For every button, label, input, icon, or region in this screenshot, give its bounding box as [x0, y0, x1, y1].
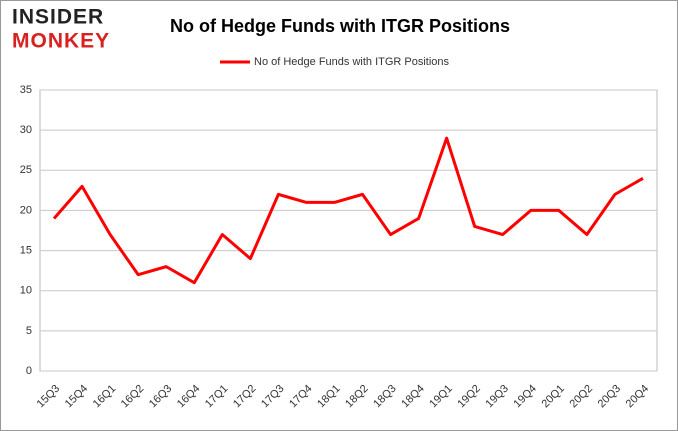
y-tick-label: 0	[26, 365, 32, 377]
line	[52, 136, 644, 285]
chart-title: No of Hedge Funds with ITGR Positions	[170, 16, 510, 36]
y-tick-label: 25	[20, 164, 32, 176]
logo-top: INSIDER	[12, 6, 104, 29]
y-tick-label: 15	[20, 244, 32, 256]
legend-label: No of Hedge Funds with ITGR Positions	[254, 56, 450, 68]
logo-bottom: MONKEY	[12, 30, 110, 53]
y-tick-label: 10	[20, 285, 32, 297]
y-tick-label: 5	[26, 325, 32, 337]
y-tick-label: 20	[20, 204, 32, 216]
y-tick-label: 35	[20, 84, 32, 96]
y-tick-label: 30	[20, 124, 32, 136]
